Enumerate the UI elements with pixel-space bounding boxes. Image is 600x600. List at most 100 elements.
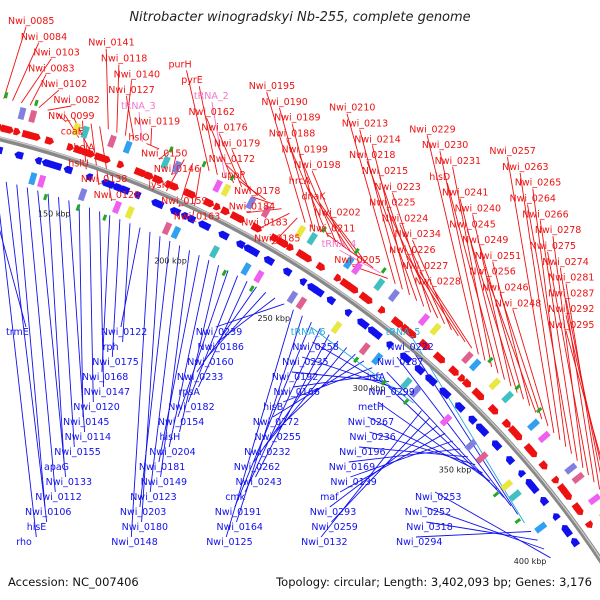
gene-label-rpsa: rpsA <box>179 387 201 398</box>
gene-label-nwi-0141: Nwi_0141 <box>88 38 134 49</box>
forward-gene-arrow <box>584 520 593 528</box>
feature-block <box>160 155 171 170</box>
reverse-gene-arrow <box>540 496 550 507</box>
gene-label-nwi-0162: Nwi_0162 <box>189 107 235 118</box>
gene-label-nwi-0258: Nwi_0258 <box>292 342 338 353</box>
feature-block <box>358 342 371 356</box>
green-marker <box>229 174 235 182</box>
gene-label-nwi-0232: Nwi_0232 <box>244 447 290 458</box>
reverse-leader-line <box>26 187 56 493</box>
feature-block <box>295 296 308 310</box>
forward-gene-arrow <box>400 323 410 333</box>
forward-gene-arrow <box>99 154 111 164</box>
reverse-leader-line <box>101 215 111 373</box>
gene-label-nwi-0234: Nwi_0234 <box>395 229 441 240</box>
forward-leader-line <box>251 196 274 205</box>
forward-gene-arrow <box>361 293 373 305</box>
reverse-leader-line <box>312 341 406 397</box>
gene-label-nwi-0160: Nwi_0160 <box>187 357 233 368</box>
forward-gene-arrow <box>275 236 289 248</box>
forward-gene-arrow <box>476 392 485 401</box>
forward-leader-line <box>299 155 337 243</box>
reverse-leader-line <box>255 334 330 478</box>
gene-label-nwi-0229: Nwi_0229 <box>409 124 455 135</box>
forward-gene-arrow <box>461 378 472 388</box>
forward-leader-line <box>331 218 367 263</box>
forward-leader-line <box>406 255 459 337</box>
reverse-leader-line <box>424 506 545 550</box>
backbone-highlight <box>0 136 600 559</box>
forward-gene-arrow <box>143 171 154 181</box>
forward-leader-line <box>426 135 479 355</box>
feature-block <box>17 106 27 121</box>
gene-label-nwi-0230: Nwi_0230 <box>422 140 468 151</box>
reverse-leader-line <box>16 184 46 508</box>
reverse-leader-line <box>158 255 200 463</box>
gene-label-nwi-0295: Nwi_0295 <box>548 320 594 331</box>
forward-leader-line <box>527 204 572 454</box>
gene-label-nwi-0246: Nwi_0246 <box>482 283 528 294</box>
feature-block <box>77 187 88 202</box>
gene-label-meth: metH <box>358 402 384 413</box>
reverse-gene-arrow <box>491 440 503 452</box>
forward-leader-line <box>519 172 561 440</box>
reverse-gene-arrow <box>252 249 261 258</box>
gene-label-nwi-0128: Nwi_0128 <box>94 190 140 201</box>
feature-block <box>488 377 502 391</box>
gene-label-nwi-0163: Nwi_0163 <box>174 212 220 223</box>
gene-label-nwi-0084: Nwi_0084 <box>21 32 67 43</box>
gene-label-nwi-0227: Nwi_0227 <box>402 261 448 272</box>
reverse-gene-arrow <box>118 185 131 195</box>
reverse-gene-arrow <box>48 161 63 171</box>
forward-leader-line <box>38 89 59 109</box>
gene-label-nwi-0198: Nwi_0198 <box>294 160 340 171</box>
feature-block <box>209 245 220 259</box>
gene-label-nwi-0175: Nwi_0175 <box>92 357 138 368</box>
gene-label-nwi-0184: Nwi_0184 <box>229 202 275 213</box>
forward-leader-line <box>472 214 512 387</box>
scale-tick-label: 250 kbp <box>257 314 290 323</box>
green-marker <box>102 214 108 221</box>
forward-leader-line <box>492 261 531 406</box>
reverse-leader-line <box>282 367 373 403</box>
reverse-gene-arrow <box>527 481 540 495</box>
gene-label-nwi-0275: Nwi_0275 <box>530 241 576 252</box>
feature-block <box>371 352 384 366</box>
reverse-leader-line <box>367 416 483 474</box>
gene-label-trna-3: tRNA_3 <box>121 101 156 112</box>
gene-label-nwi-0205: Nwi_0205 <box>334 255 380 266</box>
forward-gene-arrow <box>72 145 85 155</box>
gene-label-nwi-0145: Nwi_0145 <box>63 417 109 428</box>
gene-label-hslu: hslU <box>68 158 89 169</box>
feature-block <box>286 290 299 304</box>
forward-leader-line <box>211 101 226 179</box>
gene-label-nwi-0243: Nwi_0243 <box>236 477 282 488</box>
gene-label-nwi-0132: Nwi_0132 <box>301 537 347 548</box>
feature-block <box>71 122 81 136</box>
gene-label-nwi-0181: Nwi_0181 <box>139 462 185 473</box>
forward-gene-arrow <box>487 403 499 415</box>
reverse-gene-arrow <box>326 296 337 306</box>
feature-block <box>571 471 585 484</box>
forward-leader-line <box>319 202 359 258</box>
gene-label-nwi-0085: Nwi_0085 <box>8 16 54 27</box>
green-marker <box>380 379 387 386</box>
reverse-gene-arrow <box>414 364 426 376</box>
gene-label-nwi-0228: Nwi_0228 <box>415 277 461 288</box>
reverse-gene-arrow <box>169 206 182 217</box>
reverse-leader-line <box>426 521 538 541</box>
gene-label-nwi-0188: Nwi_0188 <box>269 129 315 140</box>
forward-leader-line <box>552 236 584 468</box>
feature-block <box>464 438 478 452</box>
reverse-leader-line <box>179 265 220 433</box>
forward-leader-line <box>138 111 143 143</box>
reverse-leader-line <box>196 286 257 373</box>
green-marker <box>402 398 410 406</box>
gene-label-nwi-0125: Nwi_0125 <box>206 537 252 548</box>
reverse-gene-arrow <box>386 341 395 350</box>
forward-leader-line <box>12 42 40 101</box>
feature-block <box>501 390 515 404</box>
feature-block <box>80 125 90 139</box>
forward-leader-line <box>158 151 168 160</box>
reverse-gene-arrow <box>14 151 24 160</box>
